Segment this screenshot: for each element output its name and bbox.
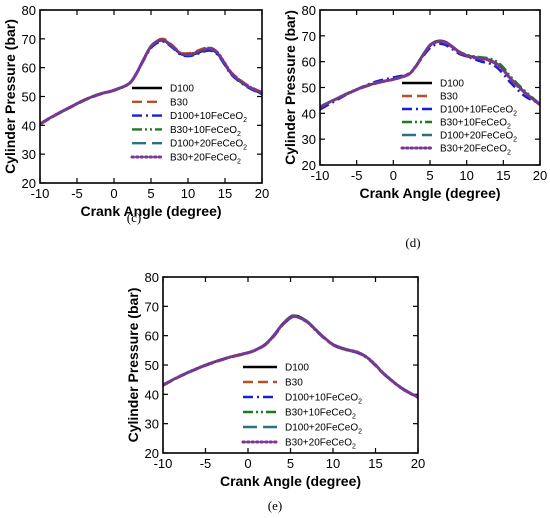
x-tick-label: -5 — [351, 168, 363, 183]
legend: D100 B30 D100+10FeCeO2B30+10FeCeO2D100+20F… — [130, 84, 247, 166]
y-tick-label: 70 — [22, 32, 36, 47]
plot-frame — [319, 9, 541, 166]
legend-label: D100 — [285, 363, 309, 374]
y-tick-label: 20 — [145, 446, 159, 461]
x-tick-label: 0 — [110, 186, 117, 201]
y-tick-label: 50 — [145, 358, 159, 373]
x-tick-label: 0 — [390, 168, 397, 183]
x-tick-label: 10 — [326, 456, 340, 471]
legend-label: B30+10FeCeO2 — [440, 118, 511, 131]
y-tick-label: 20 — [22, 176, 36, 191]
legend-label: B30+20FeCeO2 — [440, 144, 511, 157]
y-tick-label: 80 — [145, 270, 159, 285]
y-tick-label: 50 — [22, 90, 36, 105]
x-tick-label: -5 — [71, 186, 83, 201]
panel-caption: (c) — [127, 210, 141, 225]
panel-caption: (e) — [268, 498, 282, 513]
series-line-b30-20feceo2 — [320, 39, 540, 109]
x-tick-label: 10 — [181, 186, 195, 201]
y-tick-label: 80 — [22, 3, 36, 18]
x-tick-label: -10 — [154, 456, 173, 471]
legend-label: D100+20FeCeO2 — [170, 139, 247, 152]
legend-label: D100+10FeCeO2 — [170, 111, 247, 124]
x-tick-label: -10 — [31, 186, 50, 201]
legend-label: D100 — [170, 84, 194, 95]
y-tick-label: 60 — [22, 61, 36, 76]
y-tick-label: 40 — [22, 118, 36, 133]
legend-label: B30+10FeCeO2 — [170, 125, 241, 138]
x-tick-label: 5 — [287, 456, 294, 471]
y-tick-label: 30 — [302, 132, 316, 147]
y-tick-label: 20 — [302, 158, 316, 173]
legend-label: B30+20FeCeO2 — [285, 438, 356, 451]
x-tick-label: 5 — [426, 168, 433, 183]
legend-label: D100+10FeCeO2 — [440, 105, 517, 118]
panel-e-chart: -10 -5 0 5 10 15 20 20 30 40 50 60 70 80 D100 B30 D100+1… — [125, 270, 425, 513]
legend-label: D100+10FeCeO2 — [285, 393, 362, 406]
y-tick-label: 80 — [302, 3, 316, 18]
series-group — [163, 314, 418, 399]
series-line-b30-20feceo2 — [40, 38, 262, 126]
x-tick-label: 15 — [496, 168, 510, 183]
legend: D100 B30 D100+10FeCeO2 B30+10FeCeO2 D100+20F… — [241, 363, 362, 451]
x-tick-label: 15 — [368, 456, 382, 471]
legend-label: B30+20FeCeO2 — [170, 153, 241, 166]
legend-label: D100+20FeCeO2 — [440, 131, 517, 144]
x-axis-title: Crank Angle (degree) — [220, 473, 361, 489]
x-tick-label: 0 — [244, 456, 251, 471]
y-axis-title: Cylinder Pressure (bar) — [125, 288, 141, 443]
x-tick-label: 10 — [459, 168, 473, 183]
y-tick-label: 60 — [145, 329, 159, 344]
panel-c-chart: -10 -5 0 5 10 15 20 20 30 40 50 60 70 80 D100 B30 D100+1… — [2, 3, 269, 225]
y-tick-label: 60 — [302, 55, 316, 70]
legend-label: D100+20FeCeO2 — [285, 423, 362, 436]
legend: D100 B30 D100+10FeCeO2B30+10FeCeO2D100+20F… — [400, 79, 517, 157]
y-axis-title: Cylinder Pressure (bar) — [282, 10, 298, 165]
y-tick-label: 70 — [145, 299, 159, 314]
legend-label: B30 — [440, 92, 458, 103]
y-tick-label: 30 — [22, 147, 36, 162]
series-group — [40, 37, 262, 126]
legend-label: B30 — [285, 378, 303, 389]
plot-frame — [162, 276, 419, 454]
x-tick-label: 20 — [255, 186, 269, 201]
x-tick-label: -5 — [200, 456, 212, 471]
series-line-b30-20feceo2 — [163, 315, 418, 399]
y-tick-label: 40 — [302, 106, 316, 121]
x-tick-label: 20 — [411, 456, 425, 471]
legend-label: B30 — [170, 97, 188, 108]
legend-label: D100 — [440, 79, 464, 90]
legend-label: B30+10FeCeO2 — [285, 408, 356, 421]
x-axis-title: Crank Angle (degree) — [359, 185, 500, 201]
panel-caption: (d) — [405, 235, 420, 250]
y-tick-label: 70 — [302, 29, 316, 44]
series-group — [320, 39, 540, 111]
y-tick-label: 50 — [302, 81, 316, 96]
y-tick-label: 40 — [145, 387, 159, 402]
panel-d-chart: -10 -5 0 5 10 15 20 20 30 40 50 60 70 80 D100 B30 D100+1… — [282, 3, 547, 250]
plot-frame — [39, 9, 263, 184]
y-tick-label: 30 — [145, 417, 159, 432]
x-tick-label: -10 — [311, 168, 330, 183]
x-tick-label: 5 — [147, 186, 154, 201]
x-axis-title: Crank Angle (degree) — [80, 203, 221, 219]
y-axis-title: Cylinder Pressure (bar) — [2, 19, 18, 174]
x-tick-label: 15 — [218, 186, 232, 201]
x-tick-label: 20 — [533, 168, 547, 183]
